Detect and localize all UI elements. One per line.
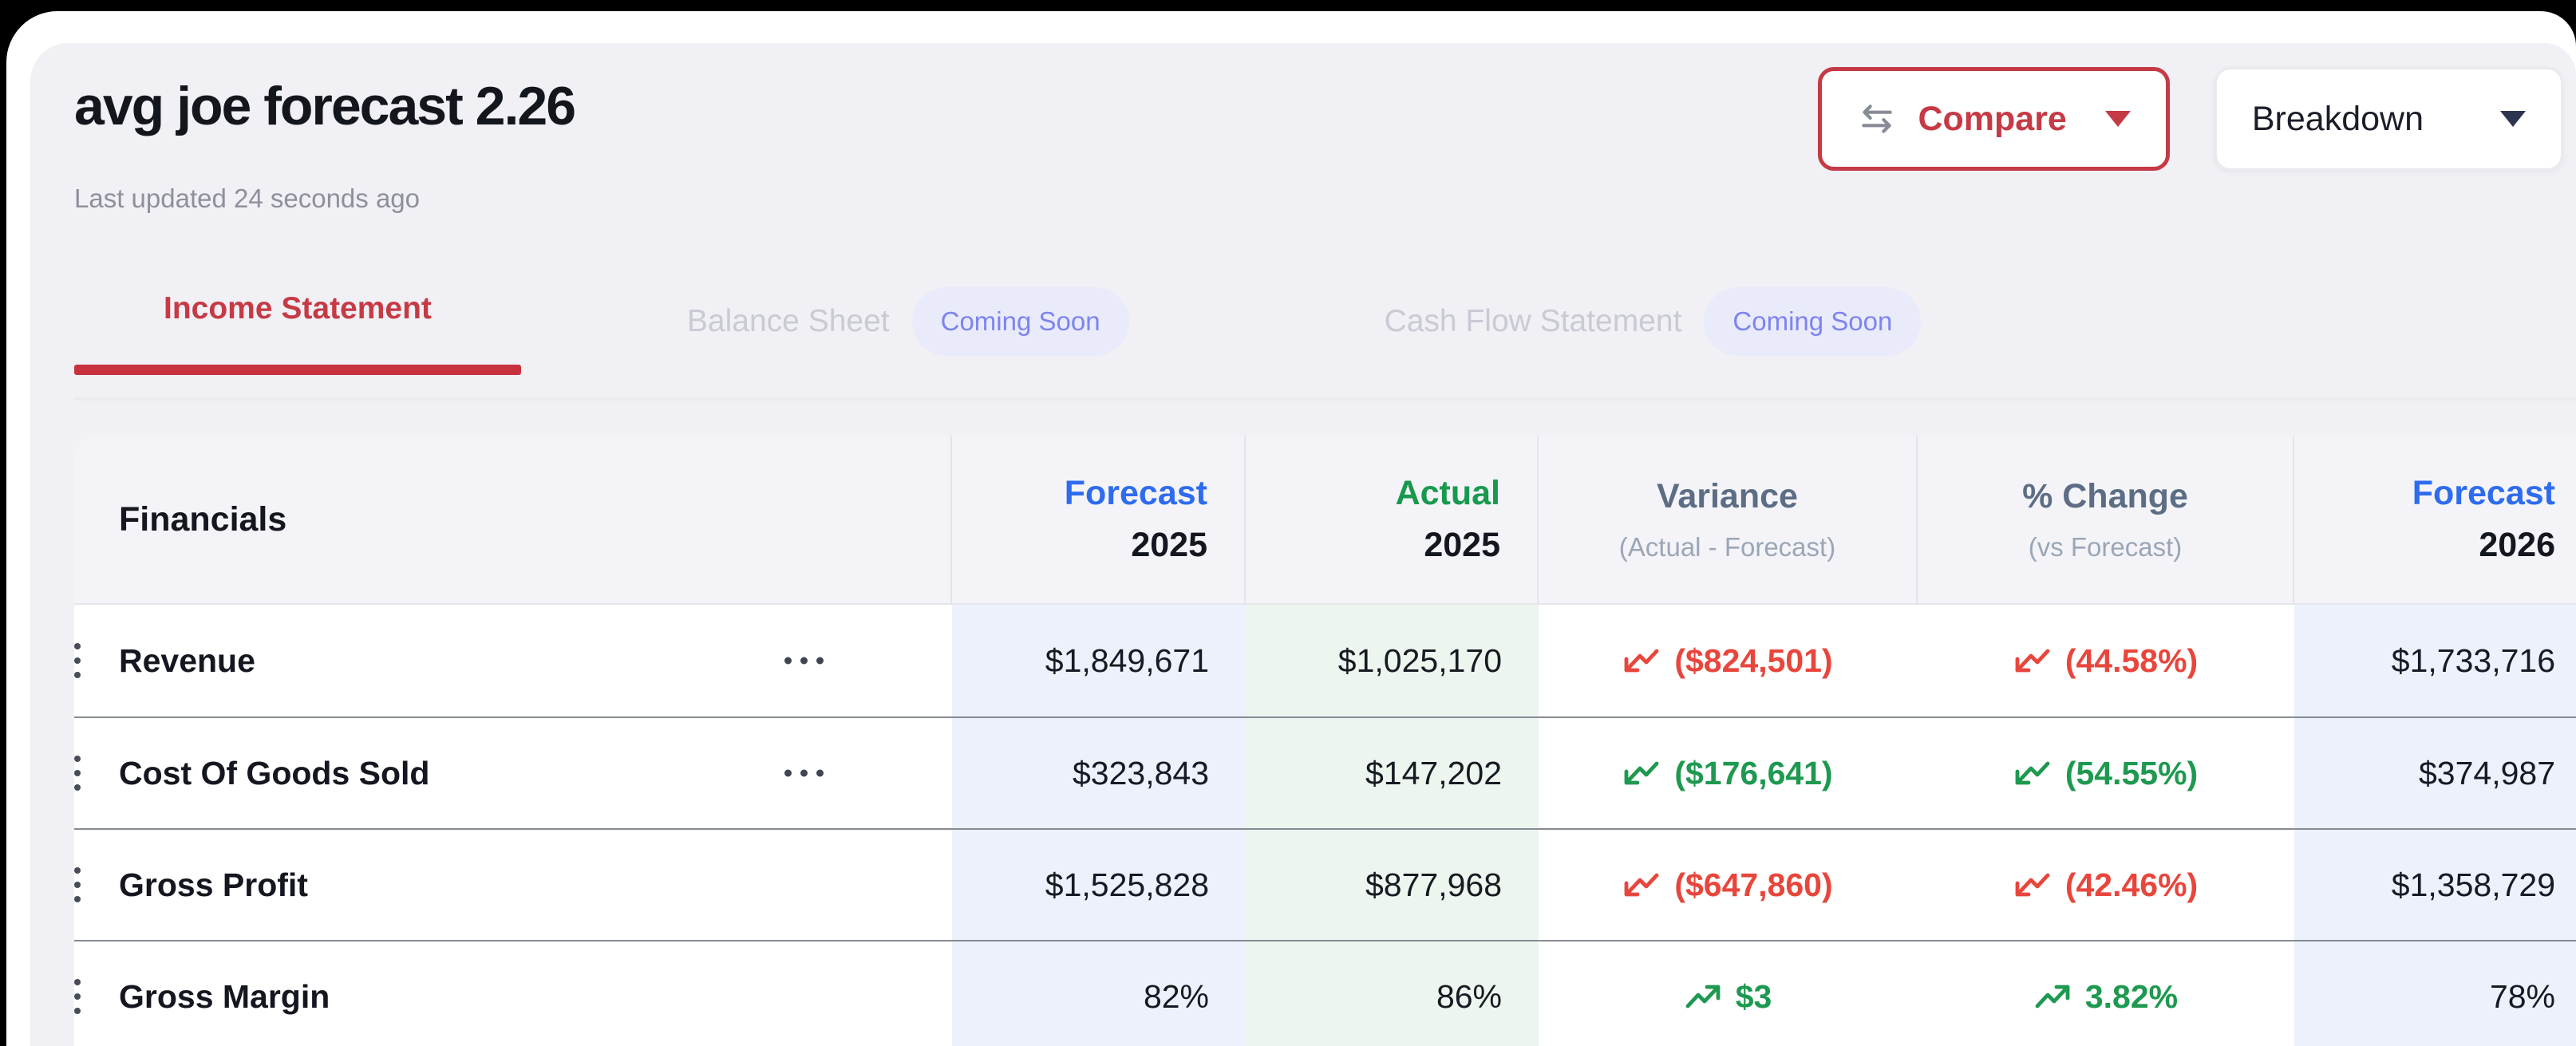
trend-down-icon bbox=[2015, 761, 2050, 785]
drag-handle-icon[interactable] bbox=[74, 867, 81, 902]
pct-change-cell: (44.58%) bbox=[1918, 605, 2294, 716]
trend-down-icon bbox=[2015, 873, 2050, 897]
tab-balance-sheet[interactable]: Balance Sheet Coming Soon bbox=[598, 287, 1219, 397]
forecast-2026-cell: $1,733,716 bbox=[2294, 605, 2576, 716]
table-header-row: Financials Forecast 2025 Actual 2025 Var… bbox=[74, 436, 2576, 605]
row-label: Revenue bbox=[119, 641, 255, 679]
row-label-cell: Revenue bbox=[74, 605, 952, 716]
row-label-cell: Cost Of Goods Sold bbox=[74, 718, 952, 828]
trend-up-icon bbox=[1685, 985, 1721, 1009]
tab-label: Cash Flow Statement bbox=[1384, 304, 1682, 338]
compare-button[interactable]: Compare bbox=[1818, 67, 2170, 171]
pct-change-cell: (54.55%) bbox=[1918, 718, 2294, 828]
table-row: Cost Of Goods Sold $323,843 $147,202 ($176,… bbox=[74, 716, 2576, 828]
column-header-financials: Financials bbox=[74, 436, 952, 603]
coming-soon-badge: Coming Soon bbox=[1704, 287, 1922, 356]
column-header-forecast-2026: Forecast 2026 bbox=[2412, 474, 2555, 564]
variance-cell: $3 bbox=[1539, 941, 1918, 1046]
chevron-down-icon bbox=[2104, 111, 2131, 127]
last-updated-text: Last updated 24 seconds ago bbox=[74, 184, 421, 213]
column-header-variance: Variance (Actual - Forecast) bbox=[1539, 436, 1918, 603]
forecast-2025-cell: 82% bbox=[952, 941, 1246, 1046]
compare-button-label: Compare bbox=[1918, 99, 2067, 138]
forecast-2025-cell: $1,849,671 bbox=[952, 605, 1246, 716]
column-header-pct-change: % Change (vs Forecast) bbox=[1918, 436, 2294, 603]
pct-change-cell: 3.82% bbox=[1918, 941, 2294, 1046]
swap-arrows-icon bbox=[1862, 105, 1893, 133]
forecast-2026-cell: $374,987 bbox=[2294, 718, 2576, 828]
row-menu-icon[interactable] bbox=[784, 769, 824, 777]
table-row: Revenue $1,849,671 $1,025,170 ($824,501) (44… bbox=[74, 605, 2576, 716]
row-menu-icon[interactable] bbox=[784, 657, 824, 665]
forecast-2025-cell: $1,525,828 bbox=[952, 830, 1246, 940]
row-label: Cost Of Goods Sold bbox=[119, 754, 430, 791]
row-label-cell: Gross Margin bbox=[74, 941, 952, 1046]
drag-handle-icon[interactable] bbox=[74, 643, 81, 678]
breakdown-dropdown[interactable]: Breakdown bbox=[2214, 67, 2563, 171]
trend-down-icon bbox=[2015, 649, 2050, 673]
row-label: Gross Margin bbox=[119, 977, 330, 1015]
variance-cell: ($176,641) bbox=[1539, 718, 1918, 828]
row-label: Gross Profit bbox=[119, 866, 308, 903]
financials-table-card: Financials Forecast 2025 Actual 2025 Var… bbox=[74, 436, 2576, 1046]
column-header-label: Financials bbox=[119, 499, 287, 539]
variance-cell: ($824,501) bbox=[1539, 605, 1918, 716]
trend-up-icon bbox=[2035, 985, 2070, 1009]
actual-2025-cell: $877,968 bbox=[1246, 830, 1539, 940]
table-body: Revenue $1,849,671 $1,025,170 ($824,501) (44… bbox=[74, 605, 2576, 1046]
breakdown-selected-value: Breakdown bbox=[2251, 99, 2424, 138]
app-window: avg joe forecast 2.26 Last updated 24 se… bbox=[6, 11, 2576, 1046]
content-surface: avg joe forecast 2.26 Last updated 24 se… bbox=[30, 43, 2576, 1046]
page-title: avg joe forecast 2.26 bbox=[74, 76, 576, 136]
actual-2025-cell: $1,025,170 bbox=[1246, 605, 1539, 716]
statement-tabs: Income Statement Balance Sheet Coming So… bbox=[74, 287, 2576, 401]
tab-label: Balance Sheet bbox=[686, 304, 890, 338]
trend-down-icon bbox=[1624, 761, 1659, 785]
table-row: Gross Profit $1,525,828 $877,968 ($647,860)… bbox=[74, 828, 2576, 940]
actual-2025-cell: 86% bbox=[1246, 941, 1539, 1046]
column-header-forecast-2025: Forecast 2025 bbox=[952, 436, 1246, 603]
drag-handle-icon[interactable] bbox=[74, 756, 81, 791]
table-row: Gross Margin 82% 86% $3 3.82% 78% bbox=[74, 940, 2576, 1046]
tab-income-statement[interactable]: Income Statement bbox=[74, 287, 521, 375]
forecast-2026-cell: 78% bbox=[2294, 941, 2576, 1046]
column-header-actual-2025: Actual 2025 bbox=[1246, 436, 1539, 603]
tab-label: Income Statement bbox=[164, 291, 432, 326]
variance-cell: ($647,860) bbox=[1539, 830, 1918, 940]
forecast-2025-cell: $323,843 bbox=[952, 718, 1246, 828]
pct-change-cell: (42.46%) bbox=[1918, 830, 2294, 940]
chevron-down-icon bbox=[2500, 111, 2526, 127]
row-label-cell: Gross Profit bbox=[74, 830, 952, 940]
forecast-2026-cell: $1,358,729 bbox=[2294, 830, 2576, 940]
tab-cash-flow-statement[interactable]: Cash Flow Statement Coming Soon bbox=[1295, 287, 2011, 397]
drag-handle-icon[interactable] bbox=[74, 979, 81, 1014]
trend-down-icon bbox=[1624, 873, 1659, 897]
header-actions: Compare Breakdown bbox=[1818, 67, 2563, 171]
coming-soon-badge: Coming Soon bbox=[911, 287, 1129, 356]
actual-2025-cell: $147,202 bbox=[1246, 718, 1539, 828]
trend-down-icon bbox=[1624, 649, 1659, 673]
